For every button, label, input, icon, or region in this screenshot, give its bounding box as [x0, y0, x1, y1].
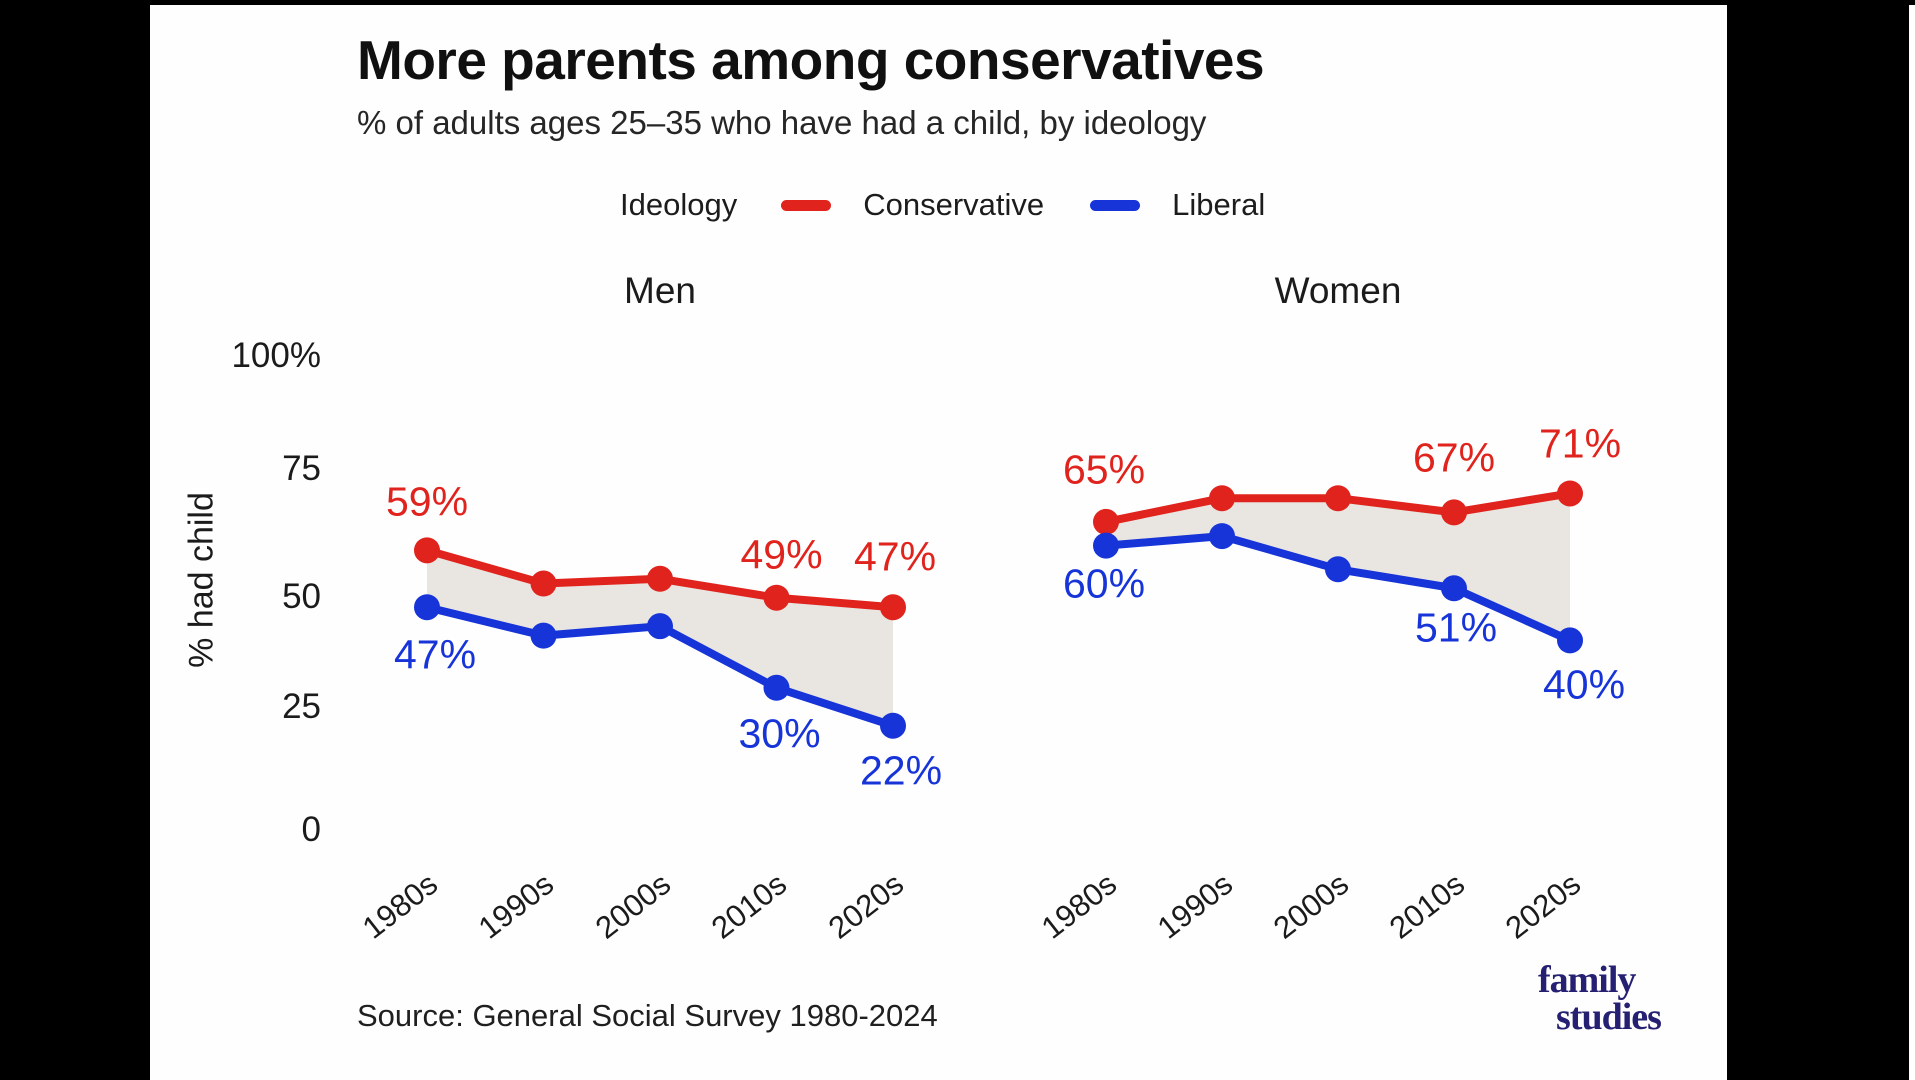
dot-men-liberal-1990s	[530, 622, 557, 649]
point-label-women-conservative-1980s: 65%	[1062, 446, 1146, 493]
facet-title-men: Men	[624, 270, 696, 311]
dot-men-conservative-1990s	[530, 570, 557, 597]
y-tick-100pct: 100%	[231, 336, 321, 375]
dot-men-liberal-2010s	[763, 674, 790, 701]
page-title: More parents among conservatives	[357, 29, 1265, 91]
dot-men-liberal-2000s	[647, 613, 673, 640]
point-label-women-conservative-2020s: 71%	[1538, 420, 1622, 467]
page-subtitle: % of adults ages 25–35 who have had a ch…	[357, 104, 1207, 141]
legend-swatch-liberal	[1090, 199, 1141, 211]
point-label-men-liberal-2020s: 22%	[859, 747, 943, 794]
dot-women-conservative-2020s	[1557, 480, 1583, 507]
dot-men-liberal-2020s	[880, 712, 906, 739]
dot-women-liberal-1990s	[1209, 523, 1235, 550]
dot-women-conservative-2010s	[1441, 499, 1467, 526]
dot-men-liberal-1980s	[414, 594, 440, 621]
point-label-women-liberal-2010s: 51%	[1414, 604, 1498, 651]
dot-men-conservative-2010s	[763, 584, 790, 611]
point-label-men-conservative-2020s: 47%	[853, 533, 937, 580]
y-tick-0: 0	[301, 810, 321, 849]
dot-women-liberal-2010s	[1441, 575, 1467, 602]
legend: Ideology Conservative Liberal	[620, 185, 1265, 225]
dot-men-conservative-2000s	[647, 565, 673, 592]
legend-label-liberal: Liberal	[1172, 187, 1266, 222]
dot-women-conservative-2000s	[1325, 485, 1351, 512]
source-note: Source: General Social Survey 1980-2024	[357, 998, 938, 1033]
y-tick-75: 75	[282, 449, 321, 488]
dot-women-conservative-1980s	[1093, 508, 1119, 535]
y-tick-25: 25	[282, 687, 321, 726]
point-label-women-liberal-1980s: 60%	[1062, 560, 1146, 607]
logo-line-2: studies	[1556, 996, 1662, 1038]
dot-women-liberal-1980s	[1093, 532, 1119, 559]
point-label-men-conservative-2010s: 49%	[740, 531, 823, 578]
dot-women-liberal-2020s	[1557, 627, 1583, 654]
right-edge-sliver	[1909, 5, 1915, 1080]
point-label-women-liberal-2020s: 40%	[1542, 661, 1626, 708]
point-label-men-liberal-2010s: 30%	[738, 710, 821, 757]
logo-line-1: family	[1538, 959, 1636, 1001]
point-label-men-liberal-1980s: 47%	[393, 631, 477, 678]
dot-men-conservative-2020s	[880, 594, 906, 621]
legend-swatch-conservative	[781, 199, 832, 211]
point-label-women-conservative-2010s: 67%	[1412, 434, 1496, 481]
y-tick-50: 50	[282, 577, 321, 616]
dot-men-conservative-1980s	[414, 537, 440, 564]
dot-women-liberal-2000s	[1325, 556, 1351, 583]
legend-label-conservative: Conservative	[863, 187, 1045, 222]
dot-women-conservative-1990s	[1209, 485, 1235, 512]
family-studies-logo: family studies	[1538, 959, 1662, 1038]
facet-title-women: Women	[1274, 270, 1402, 311]
legend-title: Ideology	[620, 187, 738, 222]
point-label-men-conservative-1980s: 59%	[385, 478, 469, 525]
